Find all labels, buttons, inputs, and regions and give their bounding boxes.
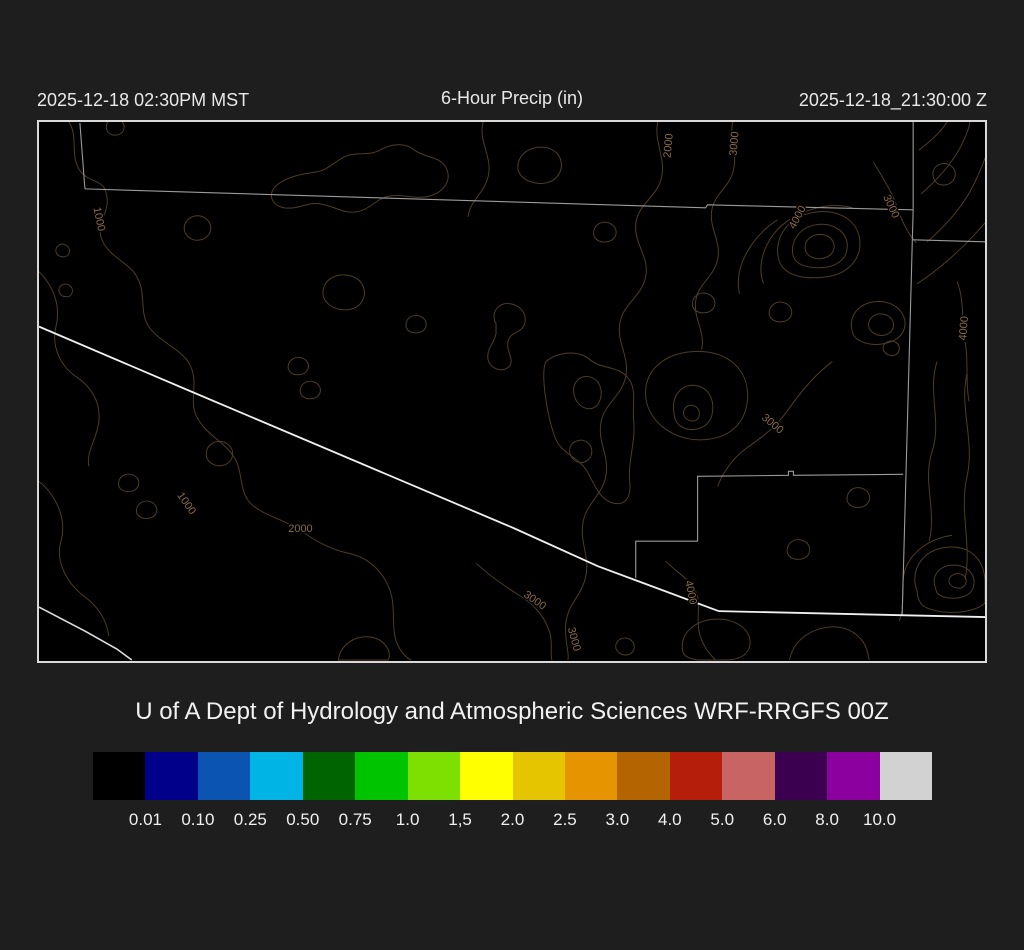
colorbar-label: 0.01 [128,810,162,829]
colorbar-segment [460,752,513,800]
terrain-contour-label: 1000 [90,206,107,232]
terrain-contour-label: 4000 [682,579,699,605]
page-title: 6-Hour Precip (in) [440,88,584,108]
terrain-contour-label: 3000 [727,131,741,156]
colorbar-label: 4.0 [657,810,682,829]
precip-colorbar-labels: 0.01 0.10 0.25 0.50 0.75 1.0 1,5 2.0 2.5 3.0 4.0 5.… [93,810,932,834]
colorbar-segment [302,752,356,800]
precip-map-svg: 1000 1000 2000 2000 3000 4000 3000 4000 3000 3000… [39,122,985,661]
colorbar-segment [722,752,775,800]
colorbar-segment [197,752,251,800]
terrain-contour-lines [39,122,985,661]
colorbar-label: 0.75 [338,810,372,829]
colorbar-segment [564,752,618,800]
terrain-contour-label: 4000 [957,316,971,341]
precip-colorbar [93,752,932,800]
colorbar-segment [355,752,408,800]
terrain-contour-label: 4000 [787,204,809,231]
colorbar-label: 1,5 [448,810,472,829]
local-timestamp: 2025-12-18 02:30PM MST [37,90,250,110]
colorbar-segment [669,752,723,800]
colorbar-label: 5.0 [710,810,735,829]
colorbar-label: 10.0 [863,810,897,829]
terrain-contour-label: 2000 [662,133,676,158]
colorbar-segment [617,752,670,800]
colorbar-segment [145,752,198,800]
colorbar-label: 0.50 [286,810,320,829]
colorbar-label: 8.0 [815,810,839,829]
colorbar-label: 2.0 [500,810,525,829]
credit-line: U of A Dept of Hydrology and Atmospheric… [135,698,889,725]
terrain-contour-labels: 1000 1000 2000 2000 3000 4000 3000 4000 3000 3000… [89,130,973,655]
terrain-contour-label: 2000 [288,523,312,535]
colorbar-segment [879,752,932,800]
colorbar-label: 1.0 [395,810,420,829]
colorbar-label: 2.5 [553,810,577,829]
terrain-contour-label: 3000 [521,589,548,613]
colorbar-segment [93,752,146,800]
colorbar-segment [250,752,303,800]
colorbar-label: 6.0 [762,810,787,829]
precip-map: 1000 1000 2000 2000 3000 4000 3000 4000 3000 3000… [37,120,987,663]
colorbar-segment [407,752,461,800]
terrain-contour-label: 3000 [759,412,785,437]
state-boundary-lines [39,122,985,661]
colorbar-segment [827,752,880,800]
terrain-contour-label: 1000 [174,490,198,517]
utc-timestamp: 2025-12-18_21:30:00 Z [798,90,987,110]
colorbar-label: 3.0 [605,810,630,829]
colorbar-segment [512,752,565,800]
colorbar-label: 0.10 [181,810,215,829]
terrain-contour-label: 3000 [880,193,901,220]
colorbar-segment [774,752,828,800]
colorbar-label: 0.25 [233,810,267,829]
